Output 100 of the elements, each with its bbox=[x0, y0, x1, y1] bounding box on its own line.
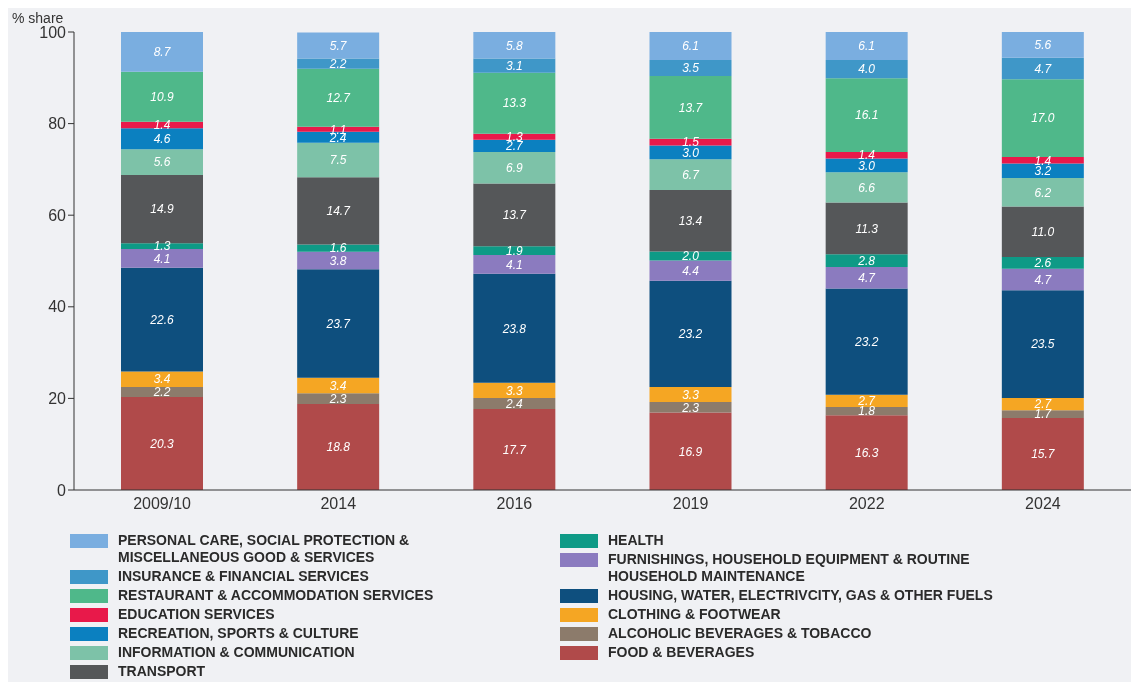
data-label: 16.1 bbox=[854, 108, 879, 123]
bar bbox=[473, 152, 556, 184]
bar bbox=[649, 386, 732, 403]
data-label: 5.8 bbox=[505, 38, 523, 53]
bar bbox=[473, 32, 556, 59]
data-label: 16.9 bbox=[678, 444, 703, 459]
data-label: 6.6 bbox=[858, 180, 876, 195]
bar bbox=[121, 371, 203, 387]
data-label: 1.4 bbox=[153, 118, 171, 133]
data-label: 4.0 bbox=[858, 62, 876, 77]
bar bbox=[1001, 256, 1084, 269]
bar bbox=[1001, 57, 1084, 80]
bar bbox=[649, 159, 732, 191]
bar bbox=[649, 402, 732, 413]
bar bbox=[825, 59, 908, 79]
data-label: 4.4 bbox=[682, 263, 700, 278]
data-label: 23.8 bbox=[501, 321, 527, 336]
data-label: 20.3 bbox=[149, 436, 174, 451]
bar bbox=[297, 142, 380, 178]
legend-label: FURNISHINGS, HOUSEHOLD EQUIPMENT & ROUTINE HOUSEHOLD MAINTENANCE bbox=[608, 551, 971, 585]
data-label: 3.3 bbox=[505, 383, 523, 398]
data-label: 8.7 bbox=[153, 45, 172, 60]
bar bbox=[473, 273, 556, 383]
bar bbox=[473, 382, 556, 398]
bar bbox=[297, 32, 380, 59]
legend-label: ALCOHOLIC BEVERAGES & TOBACCO bbox=[608, 625, 872, 642]
y-tick-label: 40 bbox=[48, 298, 67, 316]
data-label: 5.7 bbox=[329, 38, 348, 53]
bar bbox=[649, 32, 732, 60]
data-label: 23.5 bbox=[1030, 337, 1055, 352]
data-label: 4.1 bbox=[505, 257, 523, 272]
data-label: 12.7 bbox=[326, 90, 352, 105]
bar bbox=[1001, 418, 1084, 490]
bar bbox=[825, 266, 908, 289]
data-label: 15.7 bbox=[1031, 447, 1056, 462]
data-label: 5.6 bbox=[153, 155, 171, 170]
bar bbox=[297, 393, 380, 404]
legend-label: HEALTH bbox=[608, 532, 664, 549]
bar bbox=[297, 377, 380, 394]
data-label: 1.3 bbox=[153, 239, 171, 254]
bar bbox=[649, 412, 732, 490]
bar bbox=[649, 75, 732, 139]
data-label: 4.1 bbox=[153, 251, 171, 266]
data-label: 23.2 bbox=[853, 334, 879, 349]
legend-label: CLOTHING & FOOTWEAR bbox=[608, 606, 781, 623]
legend-label: HOUSING, WATER, ELECTRIVCITY, GAS & OTHER FUELS bbox=[608, 587, 993, 604]
data-label: 23.2 bbox=[677, 327, 703, 342]
legend-label: INSURANCE & FINANCIAL SERVICES bbox=[118, 568, 369, 585]
bar bbox=[297, 269, 380, 378]
data-label: 1.8 bbox=[858, 404, 876, 419]
y-tick-label: 100 bbox=[39, 23, 67, 41]
bar bbox=[649, 260, 732, 281]
bar bbox=[649, 251, 732, 261]
legend-label: TRANSPORT bbox=[118, 663, 206, 680]
data-label: 13.7 bbox=[502, 208, 528, 223]
bar bbox=[121, 397, 203, 490]
bar bbox=[121, 267, 203, 372]
bar bbox=[1001, 410, 1084, 419]
bar bbox=[473, 397, 556, 409]
data-label: 2.8 bbox=[857, 253, 876, 268]
legend-label: INFORMATION & COMMUNICATION bbox=[118, 644, 355, 661]
legend-label: PERSONAL CARE, SOCIAL PROTECTION & MISCELLANEOUS GOOD & SERVICES bbox=[118, 532, 411, 566]
bar bbox=[649, 280, 732, 387]
data-label: 3.5 bbox=[682, 61, 700, 76]
bar bbox=[297, 251, 380, 270]
data-label: 10.9 bbox=[150, 90, 174, 105]
bar bbox=[473, 246, 556, 256]
data-label: 4.7 bbox=[858, 270, 877, 285]
bar bbox=[825, 415, 908, 490]
x-tick-label: 2024 bbox=[1025, 495, 1061, 513]
bar bbox=[1001, 178, 1084, 207]
bar bbox=[121, 71, 203, 122]
x-tick-label: 2022 bbox=[848, 495, 885, 513]
y-axis-title: % share bbox=[12, 10, 64, 26]
data-label: 13.7 bbox=[678, 100, 704, 115]
x-tick-label: 2016 bbox=[496, 495, 533, 513]
bar bbox=[297, 177, 380, 245]
y-tick-label: 20 bbox=[48, 390, 67, 408]
x-tick-label: 2009/10 bbox=[133, 495, 192, 513]
data-label: 2.3 bbox=[328, 391, 347, 406]
data-label: 4.6 bbox=[153, 131, 171, 146]
bar bbox=[649, 138, 732, 146]
bar bbox=[825, 78, 908, 152]
data-label: 6.9 bbox=[505, 161, 523, 176]
y-tick-label: 80 bbox=[48, 115, 67, 133]
data-label: 3.4 bbox=[153, 372, 171, 387]
bar bbox=[825, 288, 908, 395]
bar bbox=[825, 254, 908, 267]
data-label: 1.7 bbox=[1034, 407, 1053, 422]
data-label: 2.3 bbox=[681, 400, 700, 415]
data-label: 3.4 bbox=[329, 378, 347, 393]
legend-label: RECREATION, SPORTS & CULTURE bbox=[118, 625, 359, 642]
bar bbox=[1001, 79, 1084, 158]
data-label: 18.8 bbox=[326, 440, 351, 455]
data-label: 3.8 bbox=[329, 253, 347, 268]
data-label: 22.6 bbox=[149, 312, 174, 327]
bar bbox=[825, 394, 908, 408]
data-label: 17.7 bbox=[502, 442, 528, 457]
bar bbox=[1001, 290, 1084, 398]
data-label: 7.5 bbox=[329, 153, 347, 168]
